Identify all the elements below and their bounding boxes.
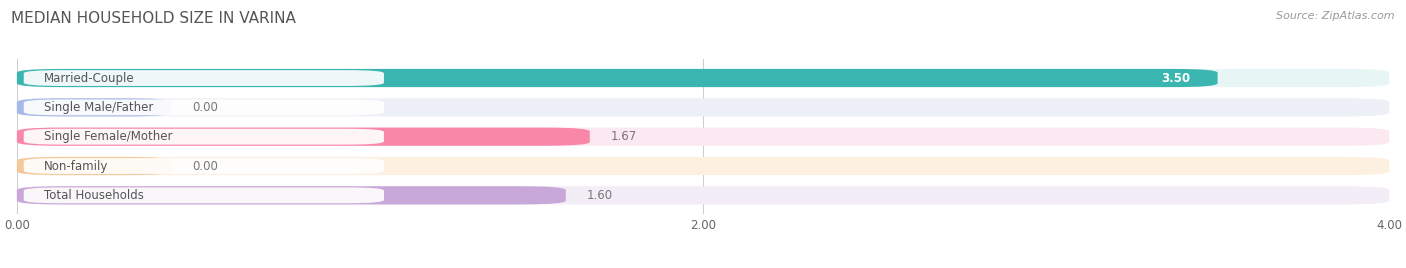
Text: 0.00: 0.00 — [191, 101, 218, 114]
FancyBboxPatch shape — [17, 186, 1389, 204]
Text: Source: ZipAtlas.com: Source: ZipAtlas.com — [1277, 11, 1395, 21]
Text: 0.00: 0.00 — [191, 159, 218, 173]
FancyBboxPatch shape — [17, 128, 589, 146]
FancyBboxPatch shape — [17, 69, 1218, 87]
FancyBboxPatch shape — [24, 187, 384, 203]
Text: Married-Couple: Married-Couple — [45, 72, 135, 84]
Text: 3.50: 3.50 — [1161, 72, 1189, 84]
Text: Total Households: Total Households — [45, 189, 145, 202]
Text: Non-family: Non-family — [45, 159, 108, 173]
FancyBboxPatch shape — [17, 69, 1389, 87]
Text: Single Male/Father: Single Male/Father — [45, 101, 153, 114]
Text: MEDIAN HOUSEHOLD SIZE IN VARINA: MEDIAN HOUSEHOLD SIZE IN VARINA — [11, 11, 297, 26]
Text: Single Female/Mother: Single Female/Mother — [45, 130, 173, 143]
FancyBboxPatch shape — [17, 157, 1389, 175]
Text: 1.67: 1.67 — [610, 130, 637, 143]
FancyBboxPatch shape — [17, 98, 1389, 116]
FancyBboxPatch shape — [17, 186, 565, 204]
FancyBboxPatch shape — [17, 98, 172, 116]
FancyBboxPatch shape — [24, 158, 384, 174]
FancyBboxPatch shape — [17, 128, 1389, 146]
FancyBboxPatch shape — [24, 99, 384, 115]
FancyBboxPatch shape — [24, 129, 384, 145]
Text: 1.60: 1.60 — [586, 189, 613, 202]
FancyBboxPatch shape — [17, 157, 172, 175]
FancyBboxPatch shape — [24, 70, 384, 86]
